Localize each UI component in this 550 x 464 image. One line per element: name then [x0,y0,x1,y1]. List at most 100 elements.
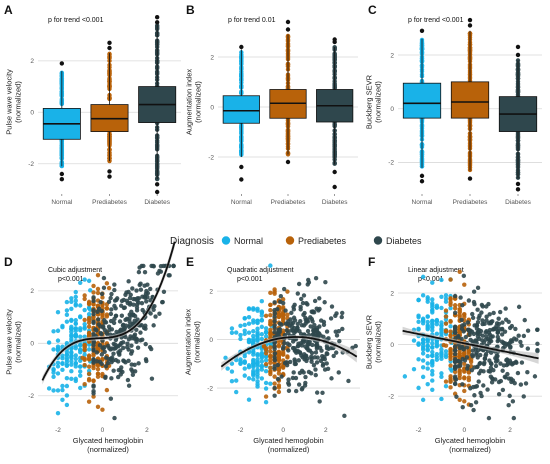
data-point [336,370,341,375]
data-point [314,360,320,365]
data-point [276,389,282,395]
data-point [100,407,105,412]
data-point [430,387,435,392]
data-point [268,349,273,354]
legend-label: Prediabetes [298,236,347,246]
data-point [108,295,113,301]
data-point [505,361,511,367]
data-point [474,326,480,331]
data-point [313,332,318,337]
data-point [286,377,291,382]
data-point [468,328,473,333]
trend-annotation: p for trend 0.01 [228,17,276,24]
data-point [420,374,426,380]
data-point [511,415,517,421]
data-point [94,328,99,333]
data-point [318,358,324,364]
data-point [91,308,96,313]
data-point [516,304,522,310]
data-point [91,290,96,295]
data-point [234,378,239,383]
data-point [263,313,269,319]
data-point [291,370,296,375]
outlier-point [515,181,521,187]
data-point [134,339,139,345]
outlier-point [239,177,244,182]
data-point [487,369,493,374]
data-point [107,327,112,333]
data-point [448,346,453,352]
data-point [263,351,269,356]
legend-swatch [285,236,295,245]
data-point [272,346,277,352]
data-point [124,290,129,295]
data-point [259,351,265,357]
data-point [73,328,78,334]
data-point [281,286,287,292]
data-point [263,329,269,335]
x-tick-label: Prediabetes [271,199,306,206]
data-point [480,318,485,323]
data-point [452,344,458,349]
data-point [339,314,344,320]
data-point [86,316,92,321]
x-tick-label: Normal [412,199,434,206]
data-point [153,314,158,319]
data-point [263,334,269,339]
data-point [497,309,503,315]
data-point [138,338,143,343]
data-point [251,357,256,363]
data-point [430,378,435,383]
data-point [292,302,297,308]
data-point [471,289,477,294]
data-point [459,317,464,323]
data-point [276,371,282,376]
data-point [490,334,495,339]
data-point [272,314,277,320]
data-point [109,357,114,362]
data-point [484,318,489,323]
data-point [516,333,521,338]
data-point [246,321,252,326]
data-point [69,327,74,332]
data-point [430,368,435,374]
data-point [430,320,435,326]
data-point [96,322,101,327]
legend-swatch [373,236,383,245]
data-point [88,288,93,293]
data-point [470,315,476,321]
data-point [69,332,74,338]
data-point [466,377,472,383]
data-point [113,337,119,343]
data-point [86,278,92,284]
data-point [480,304,485,309]
x-tick-label: Diabetes [505,199,531,206]
data-point [251,364,256,370]
data-point [310,319,315,324]
data-point [91,363,96,368]
data-point [60,367,65,373]
data-point [64,308,70,313]
data-point [69,369,74,374]
data-point [103,364,109,369]
panel-f: F -2 0 2 Buckberg SEVR(normalized) Linear adj… [365,255,542,454]
data-point [138,330,143,335]
data-point [281,300,286,306]
data-point [73,360,78,366]
data-point [500,368,505,373]
data-point [268,381,273,386]
data-point [276,367,282,373]
x-tick-label: 0 [462,427,466,434]
data-point [305,328,311,334]
data-point [134,288,139,293]
data-point [145,290,151,296]
data-point [333,313,338,319]
data-point [139,300,145,306]
x-axis-label: Glycated hemoglobin [435,436,505,445]
fit-annotation: Cubic adjustment [48,267,102,274]
data-point [268,302,273,308]
data-point [242,353,247,359]
data-point [263,326,269,331]
outlier-point [285,27,291,32]
data-point [305,282,310,287]
